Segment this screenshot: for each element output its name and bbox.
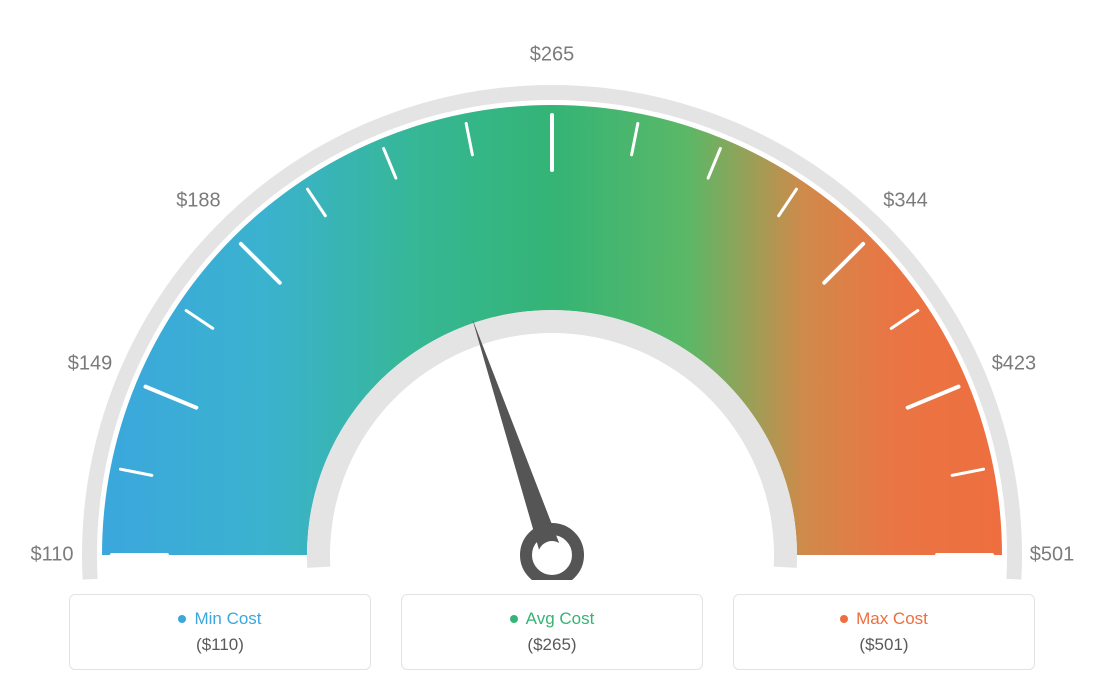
gauge-tick-label: $501 [1030,544,1075,567]
legend-dot-max [840,615,848,623]
legend-card-avg: Avg Cost ($265) [401,594,703,670]
gauge-tick-label: $110 [30,544,73,567]
legend-value-max: ($501) [859,635,908,655]
legend-title-avg: Avg Cost [510,609,595,629]
legend-title-min: Min Cost [178,609,261,629]
legend-value-avg: ($265) [527,635,576,655]
legend-title-max: Max Cost [840,609,928,629]
legend-card-min: Min Cost ($110) [69,594,371,670]
legend-dot-avg [510,615,518,623]
gauge: $110 $149 $188 $265 $344 $423 $501 [0,0,1104,580]
legend-label-min: Min Cost [194,609,261,629]
gauge-tick-label: $344 [883,190,928,213]
legend-card-max: Max Cost ($501) [733,594,1035,670]
gauge-tick-label: $188 [176,190,221,213]
gauge-tick-label: $149 [68,352,113,375]
gauge-tick-label: $265 [530,44,575,67]
legend-value-min: ($110) [196,635,244,655]
legend-dot-min [178,615,186,623]
legend-label-max: Max Cost [856,609,928,629]
legend-row: Min Cost ($110) Avg Cost ($265) Max Cost… [0,594,1104,670]
gauge-tick-label: $423 [992,352,1037,375]
legend-label-avg: Avg Cost [526,609,595,629]
chart-container: $110 $149 $188 $265 $344 $423 $501 Min Cost ($… [0,0,1104,690]
